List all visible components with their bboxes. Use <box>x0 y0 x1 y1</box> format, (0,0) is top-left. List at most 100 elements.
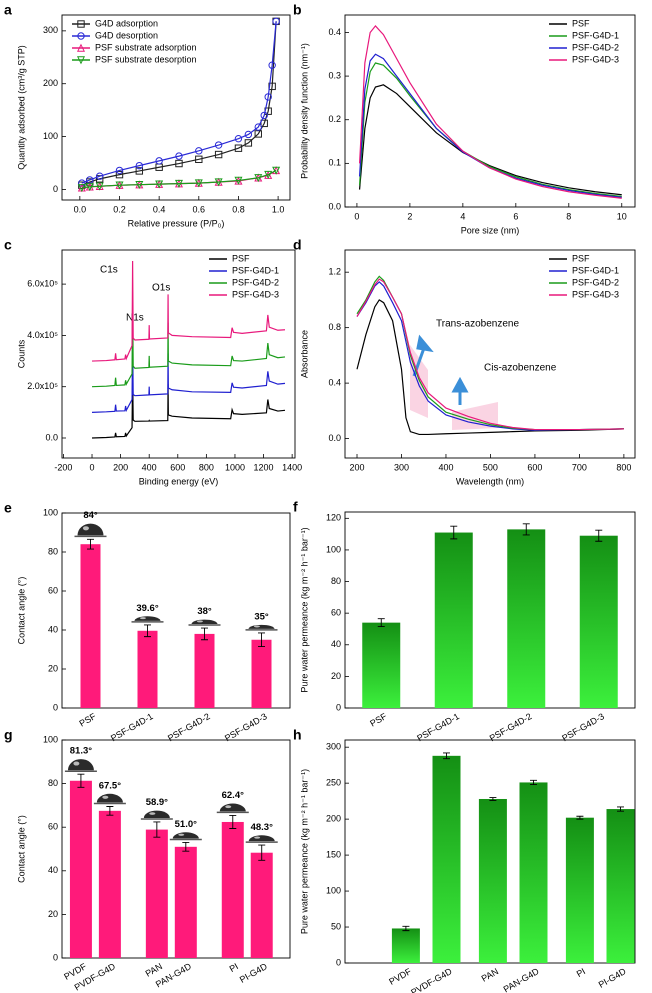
y-tick-label: 0.4 <box>328 377 341 387</box>
bar <box>145 829 168 958</box>
x-tick-label: PI <box>228 961 240 974</box>
data-point <box>78 179 86 187</box>
plot-frame <box>61 14 291 201</box>
data-point <box>195 155 203 164</box>
data-point <box>234 144 243 152</box>
droplet-highlight <box>73 761 80 766</box>
y-axis-title: Contact angle (°) <box>16 815 26 883</box>
data-point <box>135 161 144 170</box>
x-tick-label: PSF-G4D-1 <box>415 711 461 743</box>
error-bar <box>402 925 410 932</box>
bar <box>362 622 401 708</box>
panel-label: e <box>4 500 12 516</box>
y-tick-label: 0.0 <box>328 201 341 211</box>
y-tick-label: 80 <box>331 576 341 586</box>
data-point <box>95 182 104 191</box>
y-tick-label: 120 <box>326 513 341 523</box>
data-point <box>260 119 268 128</box>
x-tick-label: PSF-G4D-3 <box>560 711 606 743</box>
y-axis-title: Pure water permeance (kg m⁻² h⁻¹ bar⁻¹) <box>299 769 309 934</box>
legend-label: PSF-G4D-1 <box>232 265 279 275</box>
data-point <box>234 176 243 185</box>
legend-label: PSF <box>572 253 590 263</box>
data-point <box>244 130 253 139</box>
x-tick-label: 400 <box>438 462 453 472</box>
error-bar <box>377 618 385 628</box>
data-point <box>254 174 263 183</box>
y-tick-label: 60 <box>331 608 341 618</box>
y-tick-label: 80 <box>48 546 58 556</box>
data-point <box>135 180 144 189</box>
droplet-icon <box>96 793 123 803</box>
error-bar <box>443 752 450 760</box>
x-tick-label: 500 <box>483 462 498 472</box>
data-point <box>264 170 273 179</box>
x-tick-label: -200 <box>54 462 72 472</box>
x-tick-label: PVDF <box>387 966 413 987</box>
y-tick-label: 100 <box>326 544 341 554</box>
error-bar <box>106 806 114 816</box>
panel-label: b <box>293 2 302 18</box>
x-tick-label: PSF <box>78 711 99 729</box>
legend-label: PSF substrate adsorption <box>95 42 197 52</box>
y-axis-title: Probability density function (nm⁻¹) <box>299 43 309 179</box>
y-tick-label: 20 <box>331 671 341 681</box>
x-tick-label: PAN-G4D <box>502 966 542 993</box>
y-tick-label: 80 <box>48 778 58 788</box>
droplet-highlight <box>82 526 89 531</box>
data-point <box>85 183 94 192</box>
data-point <box>214 150 223 159</box>
error-bar <box>489 797 497 801</box>
data-point <box>155 157 163 165</box>
x-tick-label: 600 <box>527 462 542 472</box>
error-bar <box>530 779 537 786</box>
data-point <box>254 123 262 131</box>
series-line <box>356 278 624 431</box>
droplet-highlight <box>178 833 185 836</box>
y-tick-label: 4.0x10⁵ <box>27 330 58 340</box>
arrow-head <box>416 334 434 353</box>
x-tick-label: 0.4 <box>153 204 166 214</box>
droplet-highlight <box>149 812 156 815</box>
arrows <box>412 334 469 405</box>
bar <box>221 821 244 958</box>
value-label: 84° <box>83 510 98 521</box>
bar <box>98 810 121 958</box>
x-tick-label: 800 <box>616 462 631 472</box>
value-label: 35° <box>254 611 269 622</box>
y-tick-label: 40 <box>48 624 58 634</box>
y-tick-label: 1.2 <box>328 267 341 277</box>
y-tick-label: 100 <box>43 131 58 141</box>
data-point <box>115 166 124 175</box>
droplet-icon <box>248 624 275 629</box>
droplet-icon <box>134 616 161 621</box>
legend-marker <box>76 56 86 65</box>
plot-frame <box>344 14 636 208</box>
bar <box>391 928 420 963</box>
panel-label: c <box>4 237 12 253</box>
droplet-icon <box>191 619 218 625</box>
series-line <box>81 21 277 184</box>
annotation: O1s <box>152 283 170 294</box>
x-tick-label: 0 <box>354 211 359 221</box>
legend-label: G4D desorption <box>95 30 158 40</box>
y-tick-label: 0 <box>336 957 341 967</box>
error-bar <box>229 814 237 829</box>
data-point <box>272 166 281 175</box>
legend-label: PSF-G4D-2 <box>572 277 619 287</box>
series-line <box>358 62 622 198</box>
legend-label: PSF <box>572 18 590 28</box>
droplet-icon <box>143 810 170 818</box>
panel-label: g <box>4 727 13 743</box>
y-tick-label: 100 <box>43 734 58 744</box>
bar <box>434 532 473 708</box>
series-line <box>81 169 277 189</box>
error-bar <box>153 821 161 838</box>
shaded-region <box>452 402 498 430</box>
droplet-icon <box>248 835 275 842</box>
bar <box>579 535 618 708</box>
bar <box>250 852 273 958</box>
value-label: 39.6° <box>136 603 158 614</box>
x-tick-label: PVDF-G4D <box>409 966 454 993</box>
legend-marker <box>77 32 85 40</box>
